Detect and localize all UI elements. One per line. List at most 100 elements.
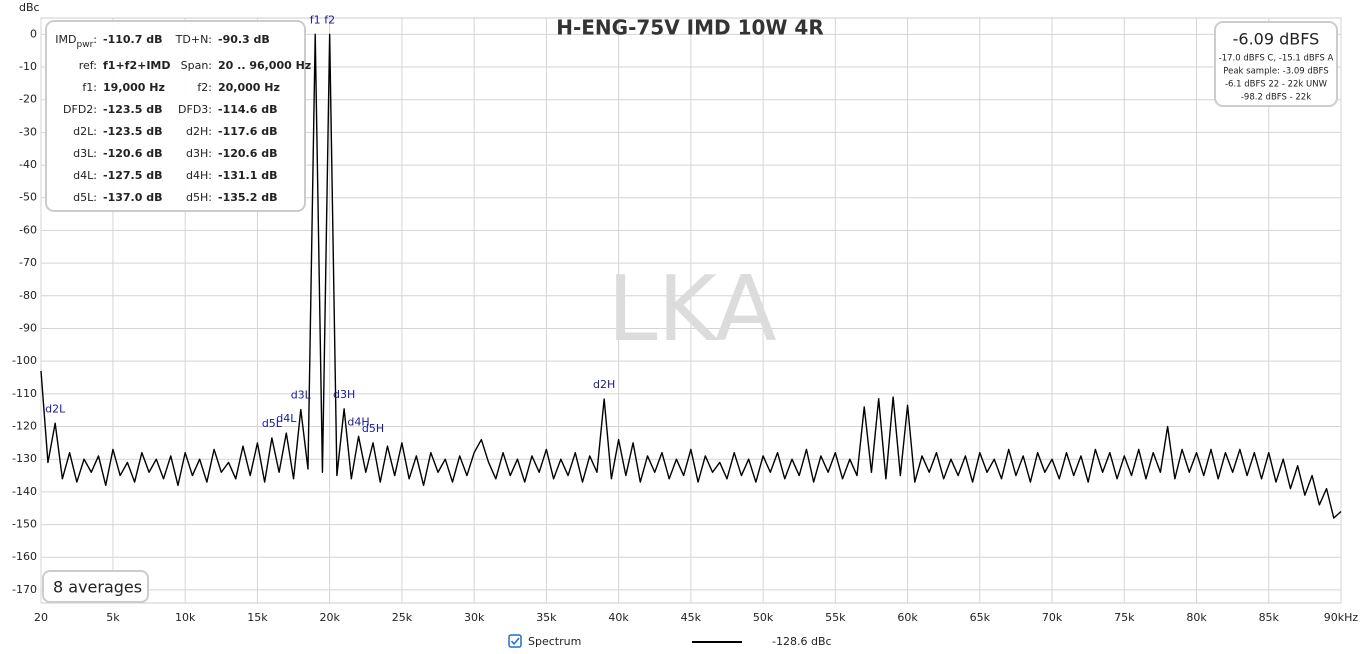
info-value: -120.6 dB — [103, 147, 162, 160]
peak-label: f1 — [310, 13, 321, 26]
y-tick-label: -170 — [12, 583, 37, 596]
info-label: d3L: — [73, 147, 97, 160]
peak-label: d5H — [362, 422, 384, 435]
x-tick-label: 55k — [825, 611, 846, 624]
level-panel — [1214, 21, 1338, 107]
info-value: -131.1 dB — [218, 169, 277, 182]
info-value: f1+f2+IMD — [103, 59, 170, 72]
y-tick-label: -50 — [19, 191, 37, 204]
info-value: -123.5 dB — [103, 125, 162, 138]
info-label: d4H: — [186, 169, 212, 182]
x-tick-label: 10k — [175, 611, 196, 624]
peak-label: d2H — [593, 378, 615, 391]
info-label-part: : — [93, 33, 97, 46]
x-tick-label: 40k — [608, 611, 629, 624]
x-tick-label: 20 — [34, 611, 48, 624]
y-tick-label: -150 — [12, 518, 37, 531]
info-value: -127.5 dB — [103, 169, 162, 182]
averages-box — [42, 570, 149, 603]
y-tick-label: -110 — [12, 387, 37, 400]
info-value: -120.6 dB — [218, 147, 277, 160]
y-axis-label: dBc — [19, 1, 40, 14]
info-value: -137.0 dB — [103, 191, 162, 204]
peak-label: f2 — [324, 13, 335, 26]
x-tick-label: 75k — [1114, 611, 1135, 624]
y-tick-label: -10 — [19, 60, 37, 73]
info-label: f2: — [197, 81, 212, 94]
y-tick-label: 0 — [30, 27, 37, 40]
x-tick-label: 15k — [247, 611, 268, 624]
info-label: Span: — [181, 59, 212, 72]
info-label: IMDpwr: — [55, 33, 97, 50]
y-tick-label: -40 — [19, 158, 37, 171]
info-label: DFD2: — [63, 103, 97, 116]
y-tick-label: -90 — [19, 321, 37, 334]
info-rows: IMDpwr: -110.7 dB TD+N: -90.3 dB ref: f1+f2+I… — [55, 33, 311, 204]
info-label-part: IMD — [55, 33, 76, 46]
info-value: -90.3 dB — [218, 33, 270, 46]
info-label: TD+N: — [175, 33, 212, 46]
spectrum-line — [40, 33, 1342, 519]
info-panel — [45, 20, 306, 212]
y-tick-label: -160 — [12, 550, 37, 563]
peak-label: d4L — [276, 412, 297, 425]
grid — [40, 18, 1342, 603]
level-line: Peak sample: -3.09 dBFS — [1223, 67, 1328, 77]
level-line: -6.1 dBFS 22 - 22k UNW — [1225, 80, 1328, 90]
info-label-part: pwr — [77, 40, 94, 50]
info-label: DFD3: — [178, 103, 212, 116]
info-label: d5L: — [73, 191, 97, 204]
x-tick-label: 45k — [681, 611, 702, 624]
y-tick-label: -100 — [12, 354, 37, 367]
x-tick-label: 30k — [464, 611, 485, 624]
chart-title: H-ENG-75V IMD 10W 4R — [556, 16, 824, 40]
x-tick-label: 5k — [106, 611, 120, 624]
info-label: d5H: — [186, 191, 212, 204]
y-tick-label: -60 — [19, 223, 37, 236]
level-line: -98.2 dBFS - 22k — [1241, 93, 1311, 103]
info-value: -135.2 dB — [218, 191, 277, 204]
peak-label: d5L — [262, 417, 283, 430]
info-value: -114.6 dB — [218, 103, 277, 116]
peak-label: d3H — [333, 388, 355, 401]
info-value: 20 .. 96,000 Hz — [218, 59, 311, 72]
y-tick-label: -30 — [19, 125, 37, 138]
x-tick-label: 65k — [970, 611, 991, 624]
info-label: d2H: — [186, 125, 212, 138]
level-lines: -17.0 dBFS C, -15.1 dBFS A Peak sample: -… — [1219, 54, 1334, 103]
info-label: d4L: — [73, 169, 97, 182]
y-tick-label: -140 — [12, 485, 37, 498]
y-tick-label: -70 — [19, 256, 37, 269]
info-value: -117.6 dB — [218, 125, 277, 138]
level-line: -17.0 dBFS C, -15.1 dBFS A — [1219, 54, 1334, 64]
x-tick-label: 50k — [753, 611, 774, 624]
x-tick-label: 90kHz — [1324, 611, 1359, 624]
averages-text: 8 averages — [53, 578, 142, 597]
info-label: d3H: — [186, 147, 212, 160]
info-label: ref: — [79, 59, 97, 72]
peak-label: d3L — [291, 389, 312, 402]
info-value: 20,000 Hz — [218, 81, 280, 94]
x-tick-label: 60k — [897, 611, 918, 624]
x-tick-label: 85k — [1259, 611, 1280, 624]
info-value: -123.5 dB — [103, 103, 162, 116]
y-tick-label: -80 — [19, 289, 37, 302]
peak-label: d2L — [45, 402, 66, 415]
y-tick-label: -130 — [12, 452, 37, 465]
legend-checkbox[interactable] — [508, 634, 522, 648]
x-tick-label: 20k — [319, 611, 340, 624]
y-tick-label: -120 — [12, 420, 37, 433]
info-label: d2L: — [73, 125, 97, 138]
info-value: -110.7 dB — [103, 33, 162, 46]
y-tick-label: -20 — [19, 93, 37, 106]
watermark: LKA — [607, 257, 776, 362]
level-main: -6.09 dBFS — [1233, 30, 1320, 49]
x-tick-label: 80k — [1186, 611, 1207, 624]
x-tick-label: 35k — [536, 611, 557, 624]
plot — [40, 33, 1342, 519]
info-label: f1: — [82, 81, 97, 94]
legend-label: Spectrum — [528, 635, 581, 648]
x-tick-label: 25k — [392, 611, 413, 624]
info-value: 19,000 Hz — [103, 81, 165, 94]
